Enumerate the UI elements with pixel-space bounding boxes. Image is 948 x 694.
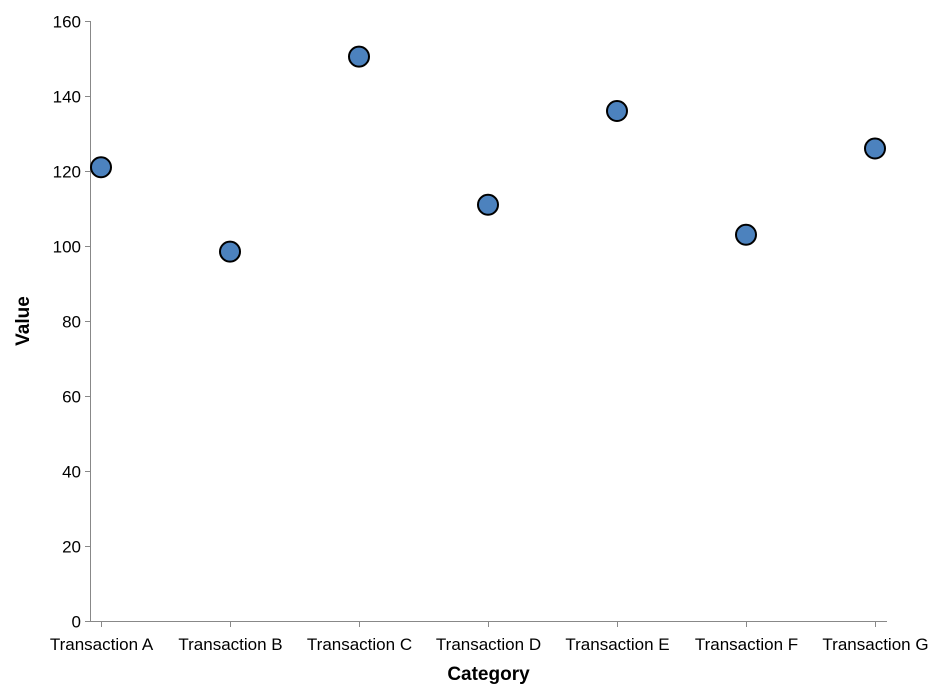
x-tick-label: Transaction A xyxy=(50,635,154,654)
data-point[interactable] xyxy=(477,193,499,216)
y-axis: 0 20 40 60 80 100 120 140 160 xyxy=(53,13,91,632)
data-points xyxy=(90,45,886,263)
y-tick-label: 160 xyxy=(53,13,81,32)
x-tick-label: Transaction G xyxy=(822,635,928,654)
x-axis-title: Category xyxy=(447,664,530,685)
y-tick-label: 0 xyxy=(72,613,81,632)
y-tick-label: 40 xyxy=(62,463,81,482)
data-point[interactable] xyxy=(864,137,886,160)
data-point[interactable] xyxy=(219,240,241,263)
x-tick-label: Transaction E xyxy=(565,635,669,654)
y-tick-label: 140 xyxy=(53,88,81,107)
y-tick-label: 80 xyxy=(62,313,81,332)
data-point[interactable] xyxy=(348,45,370,68)
x-tick-label: Transaction B xyxy=(178,635,282,654)
x-tick-label: Transaction D xyxy=(436,635,541,654)
data-point[interactable] xyxy=(735,223,757,246)
data-point[interactable] xyxy=(90,156,112,179)
data-point[interactable] xyxy=(606,100,628,122)
y-tick-label: 20 xyxy=(62,538,81,557)
y-tick-label: 60 xyxy=(62,388,81,407)
y-axis-title: Value xyxy=(13,296,34,346)
x-tick-label: Transaction C xyxy=(307,635,412,654)
x-tick-label: Transaction F xyxy=(695,635,798,654)
x-axis: Transaction A Transaction B Transaction C T… xyxy=(50,621,929,654)
y-tick-label: 120 xyxy=(53,163,81,182)
y-tick-label: 100 xyxy=(53,238,81,257)
